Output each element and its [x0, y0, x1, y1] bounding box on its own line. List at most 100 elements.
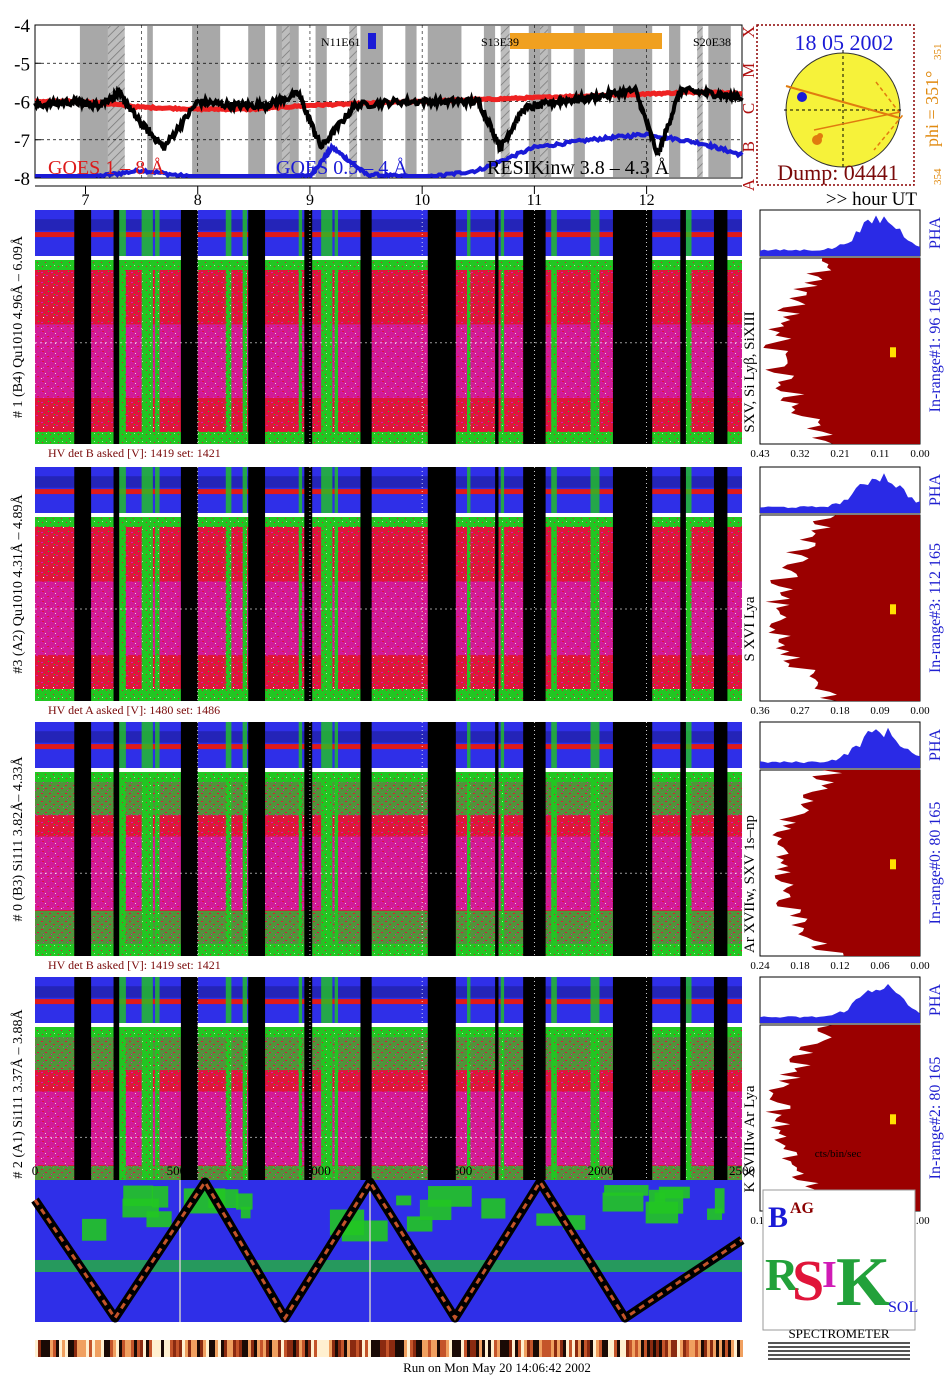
hour-tick-label: 8 [194, 192, 202, 209]
time-band-line [35, 232, 742, 238]
strip-segment [488, 1340, 491, 1357]
strip-segment [569, 1340, 572, 1357]
spectrogram-top-edge [35, 260, 742, 270]
strip-segment [161, 1340, 164, 1357]
strip-segment [509, 1340, 512, 1357]
hatched-band [697, 26, 703, 177]
green-band-upper [321, 722, 333, 768]
profile-marker [890, 604, 896, 615]
strip-segment [239, 1340, 242, 1357]
green-band-upper [467, 722, 471, 768]
strip-segment [221, 1340, 224, 1357]
strip-segment [734, 1340, 737, 1357]
green-time-band [321, 772, 333, 956]
resik-logo: B AG R S I K SOL SPECTROMETER [762, 1189, 918, 1360]
strip-segment [248, 1340, 251, 1357]
green-time-band [225, 517, 232, 701]
hv-status: HV det B asked [V]: 1419 set: 1421 [48, 958, 221, 972]
strip-segment [179, 1340, 182, 1357]
strip-segment [230, 1340, 233, 1357]
green-time-band [119, 772, 126, 956]
spectrogram-top-edge [35, 772, 742, 782]
strip-segment [116, 1340, 119, 1357]
green-structure [236, 1193, 253, 1210]
profile-x-tick: 0.21 [830, 448, 849, 460]
green-time-band [141, 260, 153, 444]
strip-segment [227, 1340, 230, 1357]
green-time-band [551, 517, 557, 701]
strip-segment [455, 1340, 458, 1357]
strip-segment [470, 1340, 473, 1357]
data-gap [713, 722, 728, 956]
strip-segment [542, 1340, 545, 1357]
strip-segment [410, 1340, 413, 1357]
strip-segment [131, 1340, 134, 1357]
strip-segment [680, 1340, 683, 1357]
dump-label: Dump: 04441 [777, 160, 899, 185]
strip-segment [257, 1340, 260, 1357]
green-structure [481, 1198, 506, 1219]
strip-segment [503, 1340, 506, 1357]
green-structure [82, 1218, 107, 1241]
strip-segment [185, 1340, 188, 1357]
strip-segment [566, 1340, 569, 1357]
strip-segment [314, 1340, 317, 1357]
strip-segment [56, 1340, 59, 1357]
strip-segment [605, 1340, 608, 1357]
strip-segment [578, 1340, 581, 1357]
green-band-upper [334, 977, 338, 1023]
green-time-band [321, 260, 333, 444]
strip-segment [425, 1340, 428, 1357]
strip-segment [419, 1340, 422, 1357]
data-gap [113, 977, 120, 1211]
strip-segment [701, 1340, 704, 1357]
profile-x-tick: 0.00 [910, 705, 930, 717]
legend-goes-long: GOES 1 – 8 Å [48, 157, 165, 179]
hour-tick-labels: 7 8 9 10 11 12 [82, 186, 655, 209]
strip-segment [41, 1340, 44, 1357]
profile-x-tick: 0.11 [871, 448, 890, 460]
profile-histogram [763, 258, 920, 444]
green-time-band [298, 260, 303, 444]
green-time-band [551, 772, 557, 956]
green-band-upper [467, 467, 471, 513]
line-identification: Ar XVIIw, SXV 1s–np [742, 815, 758, 953]
green-time-band [141, 517, 153, 701]
logo-fine-print [768, 1342, 910, 1360]
profile-x-tick: 0.00 [910, 448, 930, 460]
strip-segment [173, 1340, 176, 1357]
green-structure [604, 1185, 649, 1196]
green-time-band [298, 772, 303, 956]
bottom-x-tick-label: 2500 [729, 1163, 755, 1178]
sun-panel: 18 05 2002 Dump: 04441 phi = 351° 351 35… [756, 24, 944, 186]
logo-letter-b: B [768, 1201, 788, 1234]
goes-gridlines [35, 25, 742, 178]
profile-histogram [772, 770, 920, 956]
strip-segment [281, 1340, 284, 1357]
green-structure [419, 1199, 452, 1221]
strip-segment [512, 1340, 515, 1357]
time-band-dark [35, 731, 742, 743]
profile-x-tick: 0.27 [790, 705, 810, 717]
strip-segment [59, 1340, 62, 1357]
strip-segment [188, 1340, 191, 1357]
data-gap [304, 210, 313, 444]
strip-segment [575, 1340, 578, 1357]
green-band-upper [242, 210, 248, 256]
green-band-upper [141, 722, 153, 768]
spectrogram-bottom-edge [35, 944, 742, 956]
strip-segment [467, 1340, 470, 1357]
green-band-upper [141, 210, 153, 256]
profile-x-tick: 0.18 [830, 705, 850, 717]
green-band-upper [685, 977, 692, 1023]
strip-segment [545, 1340, 548, 1357]
pha-histogram [760, 215, 920, 256]
strip-segment [110, 1340, 113, 1357]
legend-goes-short: GOES 0.5 – 4 Å [276, 157, 408, 179]
strip-segment [695, 1340, 698, 1357]
data-gap [180, 467, 198, 701]
strip-segment [278, 1340, 281, 1357]
green-time-band [685, 260, 692, 444]
strip-segment [731, 1340, 734, 1357]
strip-segment [65, 1340, 68, 1357]
